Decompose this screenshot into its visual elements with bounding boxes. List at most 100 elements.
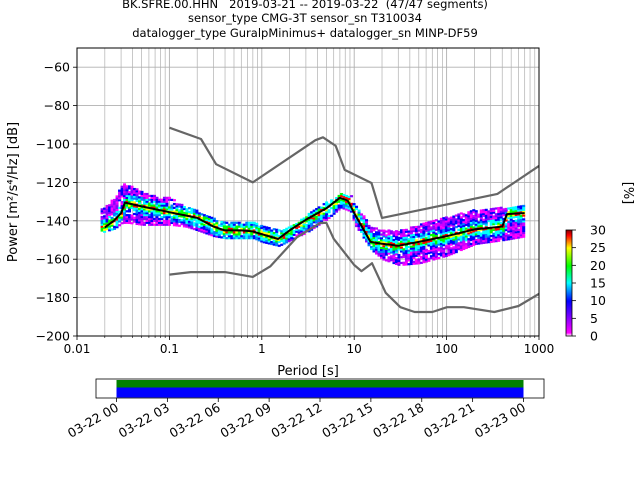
heatmap-cell	[123, 194, 127, 198]
heatmap-cell	[424, 252, 428, 255]
heatmap-cell	[130, 193, 134, 196]
heatmap-cell	[335, 197, 339, 200]
heatmap-cell	[312, 219, 316, 222]
heatmap-cell	[267, 232, 271, 235]
heatmap-cell	[165, 219, 169, 222]
heatmap-cell	[100, 212, 104, 215]
heatmap-cell	[394, 235, 398, 239]
heatmap-cell	[407, 263, 411, 266]
heatmap-cell	[472, 214, 476, 218]
heatmap-cell	[459, 235, 463, 238]
heatmap-cell	[105, 206, 109, 210]
heatmap-cell	[162, 219, 166, 222]
heatmap-cell	[414, 258, 418, 261]
heatmap-cell	[517, 213, 521, 216]
heatmap-cell	[382, 256, 386, 259]
heatmap-cell	[482, 234, 486, 237]
heatmap-cell	[479, 211, 483, 214]
heatmap-cell	[222, 230, 226, 234]
heatmap-cell	[377, 244, 381, 248]
heatmap-cell	[128, 196, 132, 200]
heatmap-cell	[394, 239, 398, 242]
heatmap-cell	[427, 227, 431, 230]
heatmap-cell	[317, 219, 321, 222]
heatmap-cell	[230, 235, 234, 238]
heatmap-cell	[332, 202, 336, 206]
heatmap-cell	[220, 220, 224, 224]
heatmap-cell	[172, 218, 176, 221]
heatmap-cell	[489, 229, 493, 232]
heatmap-cell	[489, 219, 493, 222]
heatmap-cell	[417, 225, 421, 228]
heatmap-cell	[462, 219, 466, 222]
heatmap-cell	[462, 238, 466, 241]
heatmap-cell	[517, 230, 521, 233]
colorbar	[565, 229, 573, 337]
heatmap-cell	[442, 222, 446, 226]
heatmap-cell	[467, 211, 471, 214]
heatmap-cell	[205, 215, 209, 218]
heatmap-cell	[290, 234, 294, 238]
heatmap-cell	[377, 248, 381, 251]
heatmap-cell	[487, 229, 491, 232]
heatmap-cell	[427, 242, 431, 245]
heatmap-cell	[175, 218, 179, 221]
heatmap-cell	[437, 220, 441, 223]
heatmap-cell	[108, 213, 112, 216]
heatmap-cell	[227, 235, 231, 238]
heatmap-cell	[474, 240, 478, 244]
heatmap-cell	[212, 223, 216, 226]
heatmap-cell	[399, 250, 403, 253]
heatmap-cell	[387, 250, 391, 253]
heatmap-cell	[232, 235, 236, 238]
heatmap-cell	[128, 194, 132, 198]
heatmap-cell	[427, 259, 431, 262]
heatmap-cell	[310, 222, 314, 225]
heatmap-cell	[222, 221, 226, 224]
heatmap-cell	[404, 255, 408, 258]
heatmap-cell	[152, 210, 156, 213]
heatmap-cell	[110, 222, 114, 225]
heatmap-cell	[452, 227, 456, 230]
heatmap-cell	[409, 234, 413, 237]
heatmap-cell	[464, 235, 468, 238]
heatmap-cell	[130, 206, 134, 209]
heatmap-cell	[207, 227, 211, 230]
heatmap-cell	[108, 225, 112, 228]
heatmap-cell	[509, 231, 513, 235]
heatmap-cell	[392, 261, 396, 265]
heatmap-cell	[115, 199, 119, 202]
heatmap-cell	[429, 257, 433, 260]
heatmap-cell	[407, 230, 411, 233]
heatmap-cell	[330, 207, 334, 210]
heatmap-cell	[482, 211, 486, 214]
heatmap-cell	[522, 222, 526, 225]
heatmap-cell	[432, 229, 436, 232]
heatmap-cell	[477, 225, 481, 228]
heatmap-cell	[118, 216, 122, 219]
heatmap-cell	[457, 213, 461, 216]
heatmap-cell	[142, 221, 146, 224]
heatmap-cell	[429, 247, 433, 250]
heatmap-cell	[335, 202, 339, 205]
y-tick-label: −140	[36, 213, 70, 228]
heatmap-cell	[484, 224, 488, 227]
heatmap-cell	[454, 214, 458, 217]
heatmap-cell	[394, 247, 398, 250]
heatmap-cell	[432, 258, 436, 261]
heatmap-cell	[407, 245, 411, 249]
heatmap-cell	[474, 217, 478, 221]
heatmap-cell	[452, 234, 456, 237]
heatmap-cell	[482, 214, 486, 218]
heatmap-cell	[419, 257, 423, 261]
heatmap-cell	[422, 259, 426, 262]
heatmap-cell	[297, 229, 301, 232]
heatmap-cell	[457, 219, 461, 222]
heatmap-cell	[419, 250, 423, 253]
heatmap-cell	[494, 222, 498, 225]
heatmap-cell	[128, 185, 132, 188]
heatmap-cell	[115, 222, 119, 225]
heatmap-cell	[182, 225, 186, 228]
heatmap-cell	[257, 239, 261, 242]
